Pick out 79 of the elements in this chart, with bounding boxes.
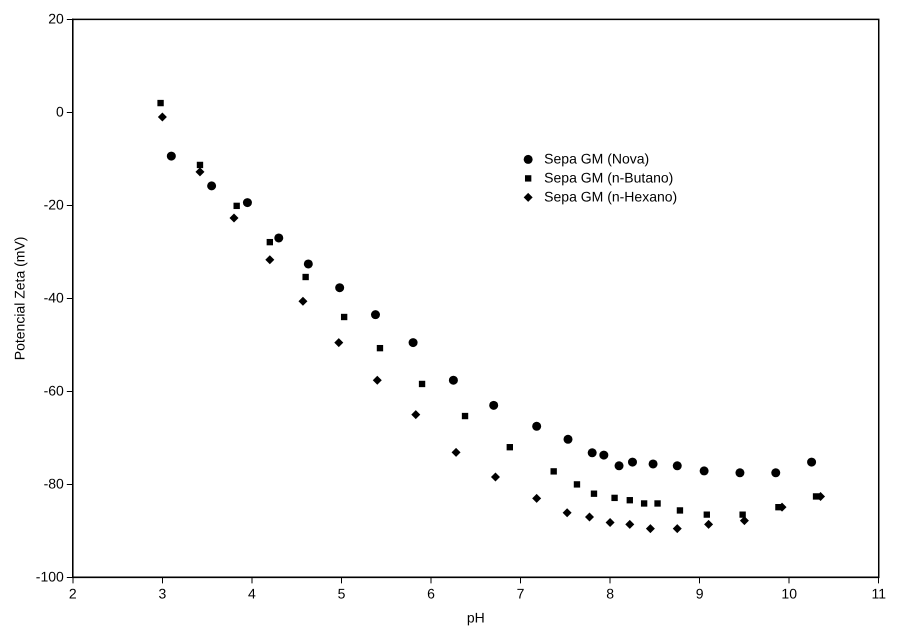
- point: [704, 520, 714, 529]
- point: [298, 296, 308, 306]
- point: [700, 466, 709, 476]
- point: [532, 494, 542, 503]
- point: [234, 202, 240, 210]
- point: [775, 504, 782, 510]
- point: [611, 494, 618, 502]
- x-tick-label: 11: [871, 586, 886, 602]
- point: [265, 255, 274, 264]
- y-tick-label: 20: [48, 10, 64, 26]
- point: [606, 518, 615, 528]
- point: [448, 376, 458, 385]
- point: [302, 274, 309, 280]
- y-tick-label: -40: [44, 289, 64, 306]
- point: [195, 167, 204, 176]
- point: [585, 512, 594, 522]
- point: [274, 233, 284, 242]
- x-tick-label: 7: [516, 586, 525, 602]
- point: [230, 213, 239, 222]
- point: [166, 152, 176, 161]
- point: [807, 458, 816, 467]
- y-tick-label: -100: [36, 568, 64, 584]
- point: [588, 448, 597, 458]
- x-tick-label: 10: [781, 586, 798, 602]
- point: [335, 283, 344, 292]
- point: [771, 468, 780, 478]
- point: [590, 490, 598, 497]
- point: [372, 376, 382, 385]
- point: [735, 468, 744, 478]
- x-tick-label: 9: [696, 586, 704, 602]
- point: [628, 458, 637, 467]
- point: [452, 448, 461, 457]
- point: [207, 181, 216, 190]
- point: [672, 461, 682, 470]
- point: [625, 520, 634, 529]
- point: [489, 400, 498, 410]
- point: [672, 524, 682, 534]
- legend-label: Sepa GM (Nova): [544, 150, 650, 166]
- point: [408, 338, 418, 348]
- x-tick-label: 5: [338, 586, 346, 602]
- point: [242, 198, 252, 208]
- x-axis-title: pH: [466, 609, 485, 626]
- x-tick-label: 2: [68, 586, 77, 602]
- y-tick-label: -80: [44, 475, 64, 492]
- y-tick-label: 0: [56, 103, 64, 120]
- legend-label: Sepa GM (n-Hexano): [544, 188, 678, 204]
- point: [704, 511, 710, 518]
- point: [411, 410, 420, 420]
- point: [550, 468, 557, 475]
- point: [626, 497, 633, 504]
- y-tick-label: -20: [44, 196, 64, 212]
- y-axis-title: Potencial Zeta (mV): [11, 236, 28, 360]
- point: [640, 500, 648, 507]
- point: [266, 238, 274, 246]
- point: [562, 508, 572, 518]
- point: [376, 344, 384, 352]
- point: [506, 444, 513, 450]
- x-tick-label: 4: [248, 586, 256, 602]
- point: [740, 516, 749, 526]
- x-tick-label: 6: [427, 586, 436, 602]
- point: [334, 338, 344, 348]
- point: [304, 259, 313, 268]
- point: [648, 459, 658, 468]
- point: [490, 472, 500, 482]
- point: [564, 434, 573, 444]
- x-tick-label: 3: [158, 586, 166, 602]
- point: [599, 450, 608, 460]
- point: [614, 461, 624, 470]
- point: [370, 310, 380, 320]
- point: [157, 100, 164, 106]
- point: [574, 481, 580, 488]
- point: [158, 112, 167, 122]
- point: [739, 511, 746, 518]
- legend-label: Sepa GM (n-Butano): [544, 169, 674, 186]
- x-tick-label: 8: [606, 586, 614, 602]
- point: [532, 422, 542, 431]
- point: [646, 524, 655, 534]
- point: [340, 314, 348, 320]
- y-tick-label: -60: [44, 382, 64, 398]
